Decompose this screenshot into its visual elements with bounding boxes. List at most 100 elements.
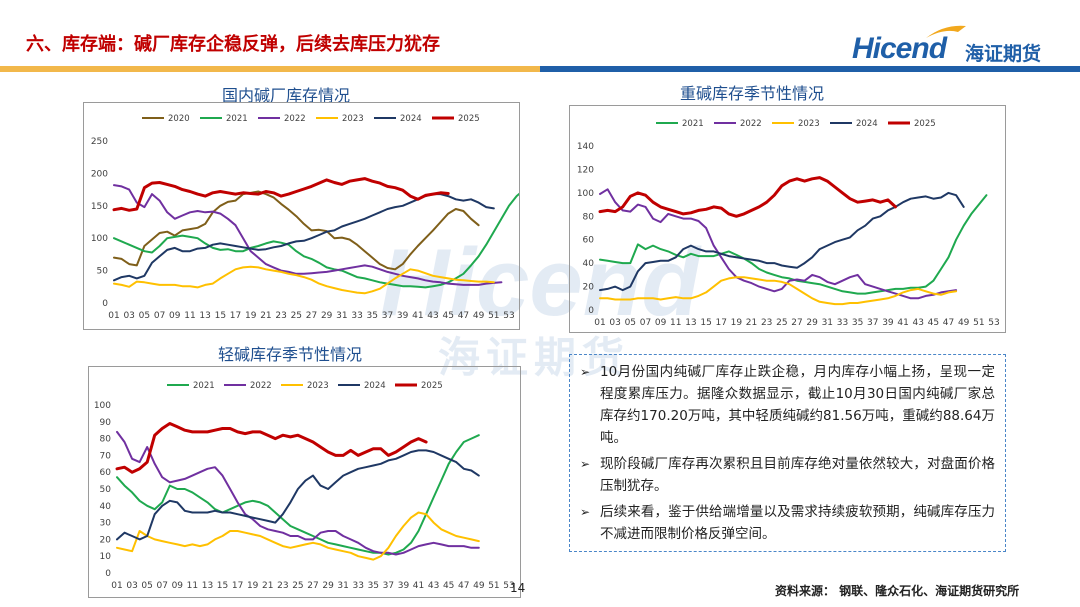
x-tick-label: 07 [154, 311, 165, 321]
x-tick-label: 03 [609, 318, 620, 328]
y-tick-label: 80 [100, 435, 112, 445]
analysis-bullet-text: 后续来看，鉴于供给端增量以及需求持续疲软预期，纯碱库存压力不减进而限制价格反弹空… [600, 504, 995, 542]
y-tick-label: 120 [577, 165, 594, 175]
x-tick-label: 17 [232, 581, 243, 591]
x-tick-label: 45 [928, 318, 939, 328]
legend-label: 2022 [250, 381, 272, 391]
series-line-2025 [112, 177, 450, 212]
y-tick-label: 100 [94, 401, 111, 411]
hicend-logo: Hicend 海证期货 [852, 25, 1062, 66]
y-tick-label: 0 [588, 306, 594, 316]
chart-title-dense-soda: 重碱库存季节性情况 [680, 84, 825, 103]
arrow-bullet-icon: ➢ [580, 457, 591, 471]
chart-plant-inventory-svg: 0 50 100 150 200 250 01 03 05 07 09 11 13 15 17 19 21 23 2… [91, 114, 519, 321]
x-tick-label: 31 [822, 318, 833, 328]
legend-label: 2025 [914, 119, 936, 129]
chart-plant-inventory: 0 50 100 150 200 250 01 03 05 07 09 11 13 15 17 19 21 23 2… [83, 102, 520, 330]
y-tick-label: 30 [100, 519, 112, 529]
y-tick-label: 60 [583, 236, 595, 246]
x-tick-label: 09 [172, 581, 184, 591]
x-tick-label: 53 [503, 581, 514, 591]
x-tick-label: 41 [413, 581, 424, 591]
x-tick-label: 29 [322, 581, 334, 591]
x-tick-label: 53 [988, 318, 999, 328]
x-tick-label: 41 [897, 318, 908, 328]
header-bar-blue [540, 66, 1080, 72]
legend-label: 2024 [364, 381, 386, 391]
x-tick-label: 35 [852, 318, 863, 328]
series-line-2020 [113, 190, 480, 271]
legend-label: 2021 [193, 381, 215, 391]
x-tick-label: 47 [943, 318, 954, 328]
x-tick-label: 35 [367, 311, 378, 321]
series-line-2022 [116, 430, 480, 556]
chart-dense-soda-svg: 0 20 40 60 80 100 120 140 01 03 05 07 09 11 13 15 17 19 21… [577, 119, 1000, 328]
y-tick-label: 250 [91, 137, 108, 147]
x-tick-label: 19 [245, 311, 257, 321]
x-tick-label: 53 [503, 311, 514, 321]
x-tick-label: 51 [488, 311, 499, 321]
legend-label: 2020 [168, 114, 190, 124]
header-divider-bar [0, 66, 1080, 72]
y-tick-label: 150 [91, 202, 108, 212]
x-tick-label: 27 [791, 318, 802, 328]
analysis-bullet: ➢ 10月份国内纯碱厂库存止跌企稳，月内库存小幅上扬，呈现一定程度累库压力。据隆… [580, 361, 995, 449]
x-tick-label: 49 [473, 311, 485, 321]
analysis-bullet-text: 10月份国内纯碱厂库存止跌企稳，月内库存小幅上扬，呈现一定程度累库压力。据隆众数… [600, 364, 995, 446]
x-tick-label: 17 [230, 311, 241, 321]
x-tick-label: 23 [277, 581, 288, 591]
x-tick-label: 03 [123, 311, 134, 321]
x-tick-label: 03 [126, 581, 137, 591]
x-tick-label: 39 [398, 581, 410, 591]
legend-label: 2022 [740, 119, 762, 129]
slide-title: 六、库存端：碱厂库存企稳反弹，后续去库压力犹存 [26, 34, 440, 55]
analysis-bullet-text: 现阶段碱厂库存再次累积且目前库存绝对量依然较大，对盘面价格压制犹存。 [600, 456, 995, 494]
x-tick-label: 31 [336, 311, 347, 321]
x-tick-label: 43 [428, 581, 439, 591]
x-tick-label: 27 [306, 311, 317, 321]
x-tick-label: 09 [169, 311, 181, 321]
legend-label: 2023 [307, 381, 329, 391]
x-tick-label: 39 [397, 311, 409, 321]
y-tick-label: 100 [577, 189, 594, 199]
x-tick-label: 05 [625, 318, 636, 328]
x-tick-label: 09 [655, 318, 667, 328]
x-tick-label: 47 [458, 581, 469, 591]
x-tick-label: 33 [351, 311, 362, 321]
legend-label: 2022 [284, 114, 306, 124]
legend-label: 2024 [856, 119, 878, 129]
y-tick-label: 90 [100, 418, 112, 428]
x-tick-label: 01 [594, 318, 605, 328]
y-tick-label: 140 [577, 142, 594, 152]
x-tick-label: 33 [353, 581, 364, 591]
y-tick-label: 0 [105, 569, 111, 579]
x-tick-label: 23 [275, 311, 286, 321]
chart-light-soda-svg: 0 10 20 30 40 50 60 70 80 90 100 01 03 05 07 09 11 13 15 17… [94, 381, 515, 591]
legend-label: 2021 [226, 114, 248, 124]
y-tick-label: 60 [100, 468, 112, 478]
x-tick-label: 13 [199, 311, 210, 321]
x-tick-label: 13 [202, 581, 213, 591]
logo-chinese-name: 海证期货 [965, 43, 1042, 65]
x-tick-label: 25 [776, 318, 787, 328]
x-tick-label: 21 [746, 318, 757, 328]
y-tick-label: 20 [583, 283, 595, 293]
x-tick-label: 43 [427, 311, 438, 321]
y-tick-label: 50 [97, 267, 109, 277]
x-tick-label: 49 [473, 581, 485, 591]
x-tick-label: 21 [262, 581, 273, 591]
series-line-2022 [113, 184, 503, 286]
x-tick-label: 11 [187, 581, 198, 591]
x-tick-label: 15 [217, 581, 228, 591]
series-line-2023 [599, 276, 958, 306]
legend-label: 2023 [798, 119, 820, 129]
series-line-2021 [599, 194, 988, 295]
x-tick-label: 35 [368, 581, 379, 591]
x-tick-label: 11 [670, 318, 681, 328]
y-tick-label: 50 [100, 485, 112, 495]
x-tick-label: 19 [731, 318, 743, 328]
x-tick-label: 27 [307, 581, 318, 591]
x-tick-label: 13 [685, 318, 696, 328]
analysis-bullet: ➢ 后续来看，鉴于供给端增量以及需求持续疲软预期，纯碱库存压力不减进而限制价格反… [580, 501, 995, 545]
series-line-2024 [116, 449, 480, 541]
